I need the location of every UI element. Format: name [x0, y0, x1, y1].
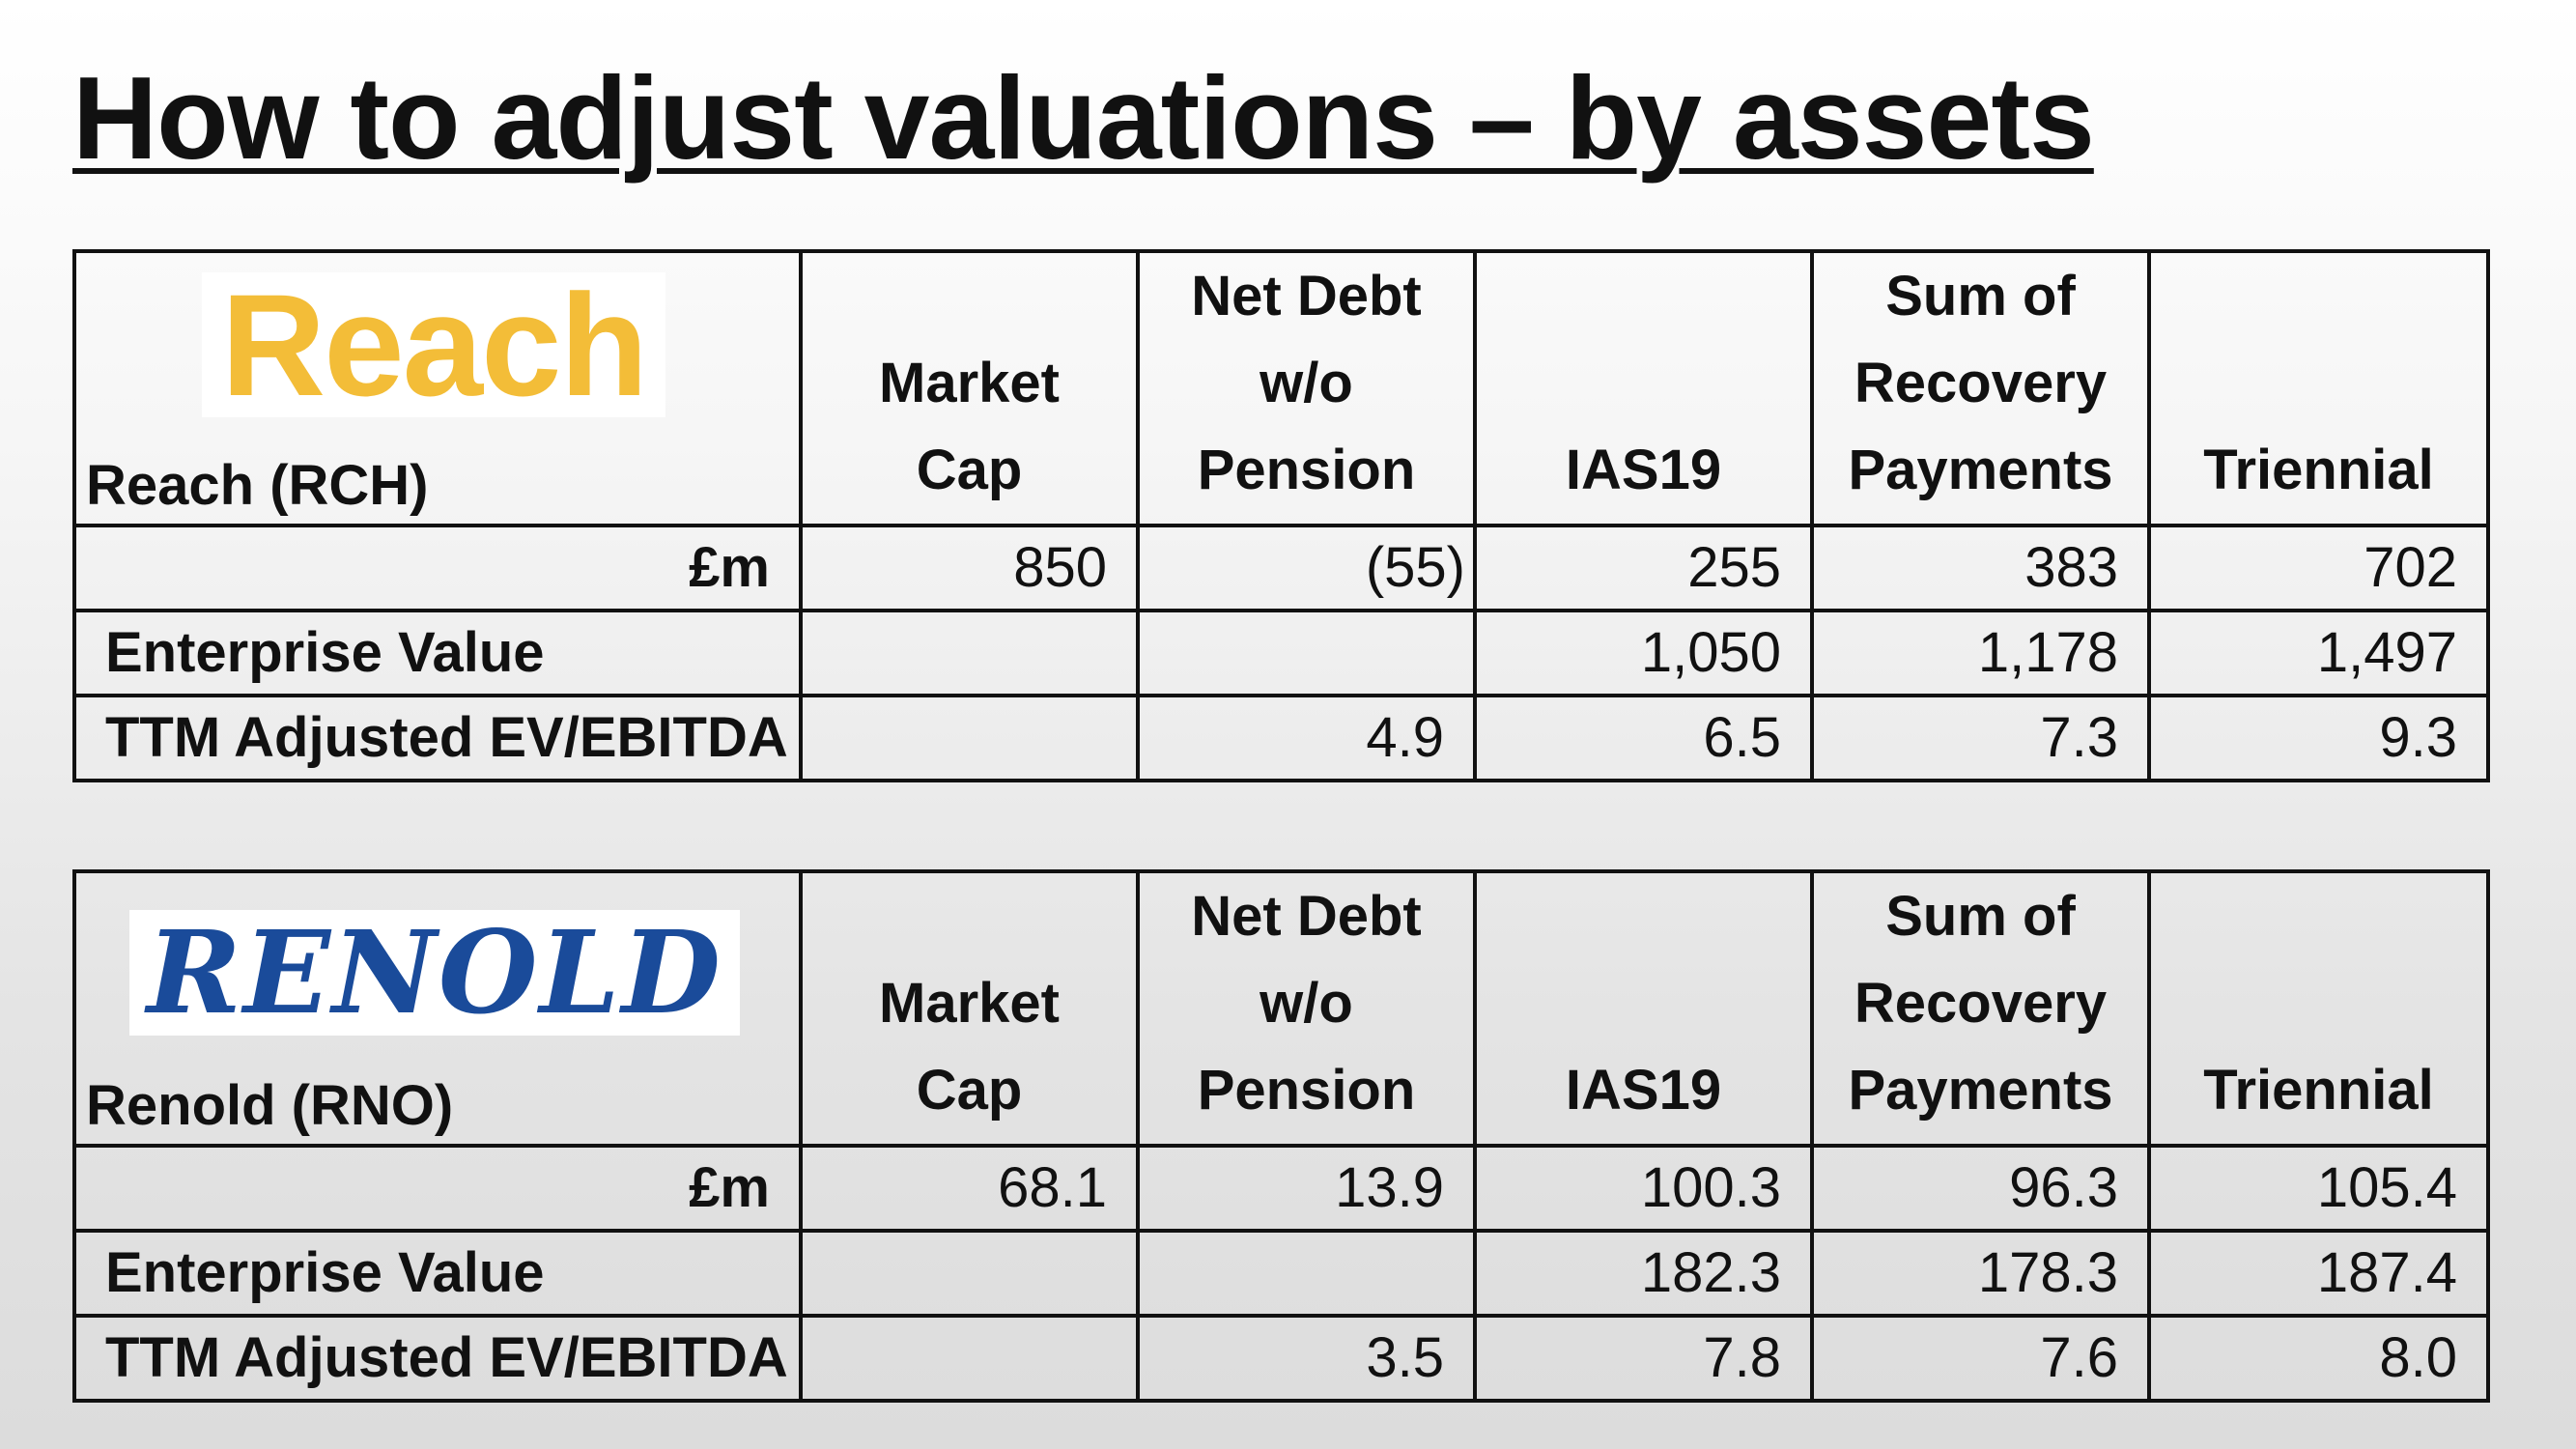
cell-value: (55) [1136, 523, 1477, 612]
cell-value [1136, 608, 1477, 697]
renold-logo: RENOLD [129, 905, 740, 1039]
cell-value: 178.3 [1810, 1228, 2151, 1318]
cell-value [799, 1228, 1140, 1318]
cell-value: 850 [799, 523, 1140, 612]
cell-value: 6.5 [1473, 693, 1814, 782]
row-label-ttm: TTM Adjusted EV/EBITDA [72, 693, 803, 782]
header-recovery-payments: Sum of Recovery Payments [1810, 869, 2151, 1148]
header-triennial: Triennial [2147, 249, 2490, 527]
cell-value: 383 [1810, 523, 2151, 612]
company-cell: RENOLD Renold (RNO) [72, 869, 803, 1148]
table-row-ev: Enterprise Value 1,050 1,178 1,497 [72, 608, 2490, 697]
reach-valuation-table: Reach Reach (RCH) Market Cap Net Debt w/… [72, 249, 2490, 782]
cell-value: 187.4 [2147, 1228, 2490, 1318]
cell-value: 7.3 [1810, 693, 2151, 782]
header-ias19: IAS19 [1473, 869, 1814, 1148]
header-net-debt: Net Debt w/o Pension [1136, 249, 1477, 527]
header-net-debt: Net Debt w/o Pension [1136, 869, 1477, 1148]
row-label-ttm: TTM Adjusted EV/EBITDA [72, 1313, 803, 1403]
page-title: How to adjust valuations – by assets [72, 52, 2095, 184]
header-triennial: Triennial [2147, 869, 2490, 1148]
cell-value: 8.0 [2147, 1313, 2490, 1403]
row-label-unit: £m [72, 523, 803, 612]
cell-value: 182.3 [1473, 1228, 1814, 1318]
company-cell: Reach Reach (RCH) [72, 249, 803, 527]
company-name: Renold (RNO) [86, 1073, 454, 1137]
table-row-ttm: TTM Adjusted EV/EBITDA 4.9 6.5 7.3 9.3 [72, 693, 2490, 782]
cell-value: 13.9 [1136, 1143, 1477, 1233]
renold-valuation-table: RENOLD Renold (RNO) Market Cap Net Debt … [72, 869, 2490, 1403]
header-ias19: IAS19 [1473, 249, 1814, 527]
cell-value: 1,050 [1473, 608, 1814, 697]
cell-value [799, 608, 1140, 697]
company-name: Reach (RCH) [86, 453, 429, 517]
cell-value: 3.5 [1136, 1313, 1477, 1403]
cell-value: 7.8 [1473, 1313, 1814, 1403]
cell-value: 9.3 [2147, 693, 2490, 782]
table-header-row: RENOLD Renold (RNO) Market Cap Net Debt … [72, 869, 2490, 1148]
header-market-cap: Market Cap [799, 869, 1140, 1148]
table-header-row: Reach Reach (RCH) Market Cap Net Debt w/… [72, 249, 2490, 527]
cell-value [799, 1313, 1140, 1403]
header-recovery-payments: Sum of Recovery Payments [1810, 249, 2151, 527]
row-label-unit: £m [72, 1143, 803, 1233]
row-label-enterprise-value: Enterprise Value [72, 1228, 803, 1318]
table-row-fm: £m 850 (55) 255 383 702 [72, 523, 2490, 612]
cell-value: 7.6 [1810, 1313, 2151, 1403]
header-market-cap: Market Cap [799, 249, 1140, 527]
cell-value [1136, 1228, 1477, 1318]
reach-logo: Reach [202, 264, 665, 426]
cell-value: 4.9 [1136, 693, 1477, 782]
table-row-ttm: TTM Adjusted EV/EBITDA 3.5 7.8 7.6 8.0 [72, 1313, 2490, 1403]
cell-value: 68.1 [799, 1143, 1140, 1233]
table-row-ev: Enterprise Value 182.3 178.3 187.4 [72, 1228, 2490, 1318]
cell-value [799, 693, 1140, 782]
cell-value: 100.3 [1473, 1143, 1814, 1233]
table-row-fm: £m 68.1 13.9 100.3 96.3 105.4 [72, 1143, 2490, 1233]
cell-value: 1,497 [2147, 608, 2490, 697]
row-label-enterprise-value: Enterprise Value [72, 608, 803, 697]
cell-value: 105.4 [2147, 1143, 2490, 1233]
cell-value: 1,178 [1810, 608, 2151, 697]
cell-value: 96.3 [1810, 1143, 2151, 1233]
cell-value: 702 [2147, 523, 2490, 612]
cell-value: 255 [1473, 523, 1814, 612]
